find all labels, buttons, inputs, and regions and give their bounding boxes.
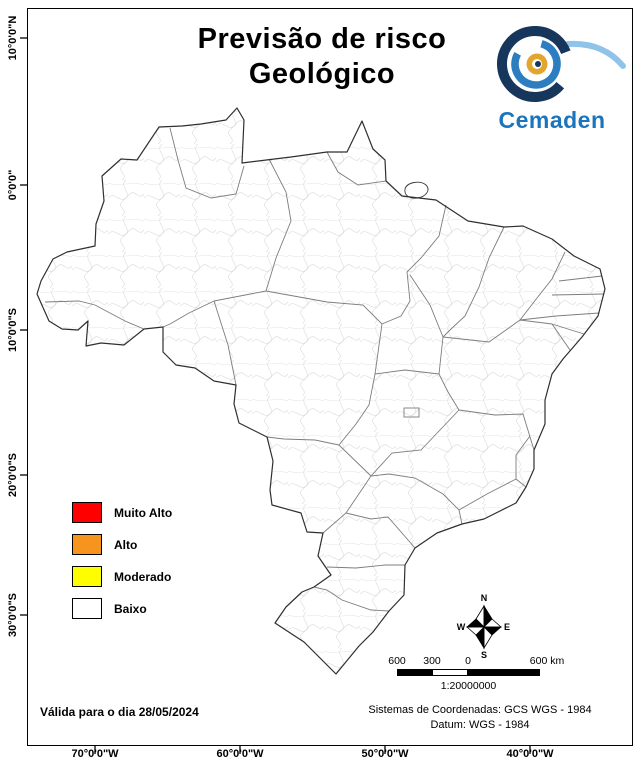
cemaden-logo-text: Cemaden: [498, 107, 606, 133]
lat-label-0: 0°0'0": [7, 169, 19, 201]
compass-s-label: S: [481, 650, 487, 660]
validity-text: Válida para o dia 28/05/2024: [40, 705, 199, 719]
scale-label-600-km: 600 km: [529, 655, 565, 667]
title-line-2: Geológico: [248, 58, 396, 91]
legend-label: Baixo: [114, 601, 147, 616]
page-title: Previsão de risco Geológico: [132, 22, 512, 93]
lon-label-50w: 50°0'0"W: [361, 748, 409, 760]
lat-label-30s: 30°0'0"S: [7, 592, 19, 638]
legend-swatch-alto: [72, 534, 102, 555]
legend-item: Muito Alto: [72, 502, 172, 523]
legend-swatch-muito-alto: [72, 502, 102, 523]
compass-rose-icon: N S E W: [457, 593, 510, 660]
scale-segment: [397, 669, 432, 676]
title-line-1: Previsão de risco: [197, 23, 447, 55]
lon-label-70w: 70°0'0"W: [71, 748, 119, 760]
coordinate-system-block: Sistemas de Coordenadas: GCS WGS - 1984 …: [330, 703, 630, 733]
scale-label-300: 300: [423, 655, 441, 667]
map-frame: [27, 8, 633, 746]
coord-system-text: Sistemas de Coordenadas: GCS WGS - 1984: [368, 704, 592, 716]
legend-label: Muito Alto: [114, 505, 173, 520]
lat-label-20s: 20°0'0"S: [7, 452, 19, 498]
compass-n-label: N: [481, 593, 488, 603]
scale-segment: [468, 669, 540, 676]
legend-item: Alto: [72, 534, 172, 555]
legend-item: Moderado: [72, 566, 172, 587]
lat-label-10n: 10°0'0"N: [7, 15, 19, 61]
risk-legend: Muito Alto Alto Moderado Baixo: [72, 502, 172, 630]
legend-label: Alto: [114, 537, 138, 552]
scale-label-0: 0: [465, 655, 471, 667]
legend-label: Moderado: [114, 569, 172, 584]
compass-w-label: W: [457, 622, 466, 632]
legend-swatch-baixo: [72, 598, 102, 619]
lon-label-40w: 40°0'0"W: [506, 748, 554, 760]
cemaden-logo-icon: [497, 26, 626, 102]
lon-label-60w: 60°0'0"W: [216, 748, 264, 760]
compass-e-label: E: [504, 622, 510, 632]
legend-item: Baixo: [72, 598, 172, 619]
cemaden-logo: Cemaden: [473, 26, 631, 133]
lat-label-10s: 10°0'0"S: [7, 307, 19, 353]
scale-bar-segments: [397, 669, 540, 676]
scale-ratio: 1:20000000: [440, 680, 497, 692]
legend-swatch-moderado: [72, 566, 102, 587]
datum-text: Datum: WGS - 1984: [430, 719, 530, 731]
scale-segment: [432, 669, 468, 676]
scale-label-600-left: 600: [388, 655, 406, 667]
